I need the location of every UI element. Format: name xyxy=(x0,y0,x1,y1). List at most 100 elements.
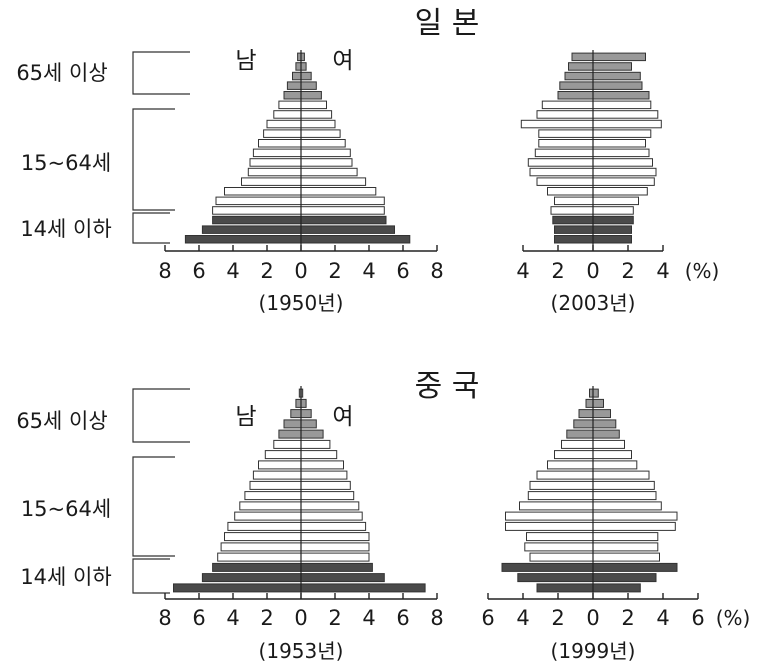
bar-female-working xyxy=(592,196,639,206)
age-group-label-working: 15~64세 xyxy=(21,151,111,175)
bar-female-working xyxy=(592,480,655,490)
country-title-japan: 일 본 xyxy=(415,6,480,41)
tick-label: 8 xyxy=(430,259,443,283)
bar-male-elderly xyxy=(566,429,594,439)
tick-label: 4 xyxy=(656,259,669,283)
bar-female-elderly xyxy=(300,409,312,419)
age-group-label-elderly: 65세 이상 xyxy=(16,61,107,85)
bar-female-working xyxy=(592,521,676,531)
bar-female-working xyxy=(592,139,646,148)
bar-female-children xyxy=(300,235,411,244)
bar-female-working xyxy=(300,158,353,167)
bar-female-working xyxy=(300,139,346,148)
bar-female-elderly xyxy=(592,91,650,100)
tick-label: 4 xyxy=(516,259,529,283)
bar-male-working xyxy=(249,480,302,490)
bar-female-working xyxy=(300,460,344,470)
bar-female-working xyxy=(300,470,348,480)
bar-female-elderly xyxy=(592,398,604,408)
tick-label: 0 xyxy=(586,259,599,283)
bar-female-working xyxy=(592,450,632,460)
bar-male-children xyxy=(517,573,594,583)
bar-female-working xyxy=(300,129,341,138)
bar-female-working xyxy=(300,148,351,158)
bar-male-working xyxy=(273,110,302,119)
bar-female-working xyxy=(592,158,653,167)
bar-female-children xyxy=(592,573,657,583)
bar-female-children xyxy=(300,583,426,593)
country-title-china: 중 국 xyxy=(415,369,480,404)
bar-female-elderly xyxy=(300,398,307,408)
bar-female-children xyxy=(592,215,634,225)
bar-male-elderly xyxy=(290,409,302,419)
bar-male-working xyxy=(524,542,594,552)
bar-female-working xyxy=(592,532,659,542)
age-group-label-children: 14세 이하 xyxy=(20,565,111,589)
bar-female-children xyxy=(300,573,385,583)
bar-female-working xyxy=(592,460,638,470)
unit-label: (%) xyxy=(716,606,751,630)
bar-male-elderly xyxy=(286,81,302,90)
bar-female-elderly xyxy=(592,71,641,81)
bar-male-elderly xyxy=(573,419,594,429)
bar-female-working xyxy=(300,511,363,521)
bar-male-working xyxy=(273,439,302,449)
tick-label: 4 xyxy=(362,259,375,283)
year-label: (2003년) xyxy=(551,291,636,315)
bar-female-elderly xyxy=(592,419,617,429)
pyramid-japan-2003: 4 2 0 2 4(2003년)(%) xyxy=(516,50,719,315)
bar-male-working xyxy=(241,177,302,186)
bar-male-working xyxy=(239,501,302,511)
bar-male-working xyxy=(252,148,302,158)
bar-female-working xyxy=(592,501,662,511)
bar-female-children xyxy=(300,215,387,225)
bar-female-elderly xyxy=(592,388,599,398)
bar-male-children xyxy=(554,225,594,234)
age-brackets-china: 65세 이상 15~64세 14세 이하 xyxy=(16,388,190,594)
bar-female-working xyxy=(300,177,367,186)
bar-male-working xyxy=(554,196,594,206)
bar-female-working xyxy=(300,480,351,490)
tick-label: 8 xyxy=(158,259,171,283)
bar-female-working xyxy=(300,187,377,196)
bar-female-working xyxy=(592,491,657,501)
bar-female-working xyxy=(300,110,333,119)
tick-label: 6 xyxy=(481,606,494,630)
bar-male-working xyxy=(266,119,302,129)
bar-male-elderly xyxy=(571,52,594,62)
bar-male-working xyxy=(258,460,302,470)
bar-female-working xyxy=(300,206,385,215)
bracket-working xyxy=(132,108,175,211)
tick-label: 0 xyxy=(586,606,599,630)
bar-female-working xyxy=(592,439,625,449)
bar-female-working xyxy=(592,100,652,110)
bar-female-children xyxy=(592,235,632,244)
bar-male-working xyxy=(526,532,594,542)
pyramid-china-1999: 6 4 2 0 2 4 6(1999년)(%) xyxy=(481,386,750,663)
bar-female-working xyxy=(300,501,360,511)
bar-male-children xyxy=(201,573,302,583)
bar-female-working xyxy=(592,110,659,119)
bar-male-working xyxy=(227,521,302,531)
age-group-label-children: 14세 이하 xyxy=(20,217,111,241)
bar-female-children xyxy=(300,225,395,234)
bar-female-working xyxy=(592,119,662,129)
bar-male-children xyxy=(184,235,302,244)
male-label: 남 xyxy=(235,404,256,430)
bar-male-working xyxy=(505,521,594,531)
bar-male-working xyxy=(264,450,302,460)
bar-male-working xyxy=(529,480,594,490)
bar-male-elderly xyxy=(295,62,302,71)
tick-label: 4 xyxy=(362,606,375,630)
tick-label: 2 xyxy=(551,606,564,630)
bar-female-working xyxy=(592,511,678,521)
year-label: (1999년) xyxy=(551,639,636,663)
bar-male-working xyxy=(224,187,302,196)
bar-male-working xyxy=(505,511,594,521)
bar-female-elderly xyxy=(592,81,643,90)
bar-male-children xyxy=(536,583,594,593)
bar-male-working xyxy=(536,110,594,119)
age-group-label-elderly: 65세 이상 xyxy=(16,409,107,433)
bar-male-working xyxy=(244,491,302,501)
tick-label: 8 xyxy=(430,606,443,630)
